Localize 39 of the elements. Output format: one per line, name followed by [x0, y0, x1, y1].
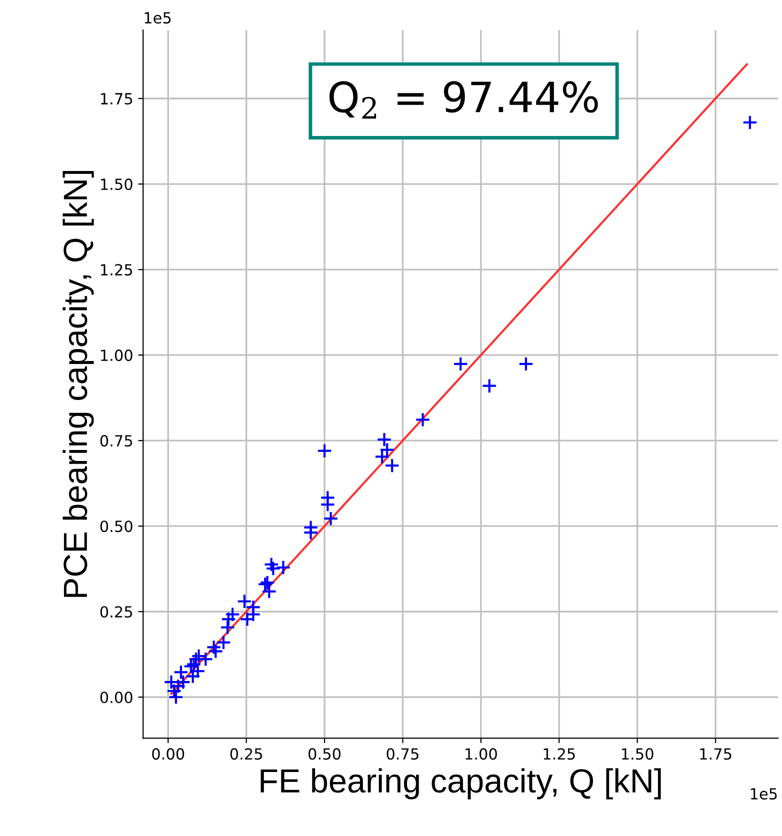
point — [323, 510, 338, 526]
point — [452, 356, 468, 372]
point — [376, 432, 392, 448]
point — [742, 114, 758, 130]
point — [276, 560, 291, 576]
x-tick-label: 1.00 — [466, 748, 497, 760]
y-tick-label: 0.00 — [100, 692, 132, 704]
point — [264, 556, 279, 572]
point — [320, 496, 336, 512]
point — [164, 674, 179, 690]
point — [316, 443, 332, 458]
point — [220, 620, 236, 635]
y-tick-label: 0.25 — [100, 606, 132, 618]
y-tick-label: 1.75 — [101, 93, 132, 105]
text: 1e5 — [144, 12, 171, 24]
x-tick-label: 1.75 — [700, 748, 732, 760]
x-tick-label: 0.00 — [152, 748, 184, 760]
y-tick-label: 0.50 — [100, 520, 132, 532]
text: 1e5 — [750, 788, 777, 800]
y-axis-title: PCE bearing capacity, Q [kN] — [62, 170, 94, 597]
y-tick-label: 1.50 — [101, 178, 132, 190]
x-tick-label: 0.50 — [308, 748, 341, 760]
point — [262, 584, 277, 600]
x-axis-title: FE bearing capacity, Q [kN] — [260, 768, 661, 800]
x-tick-label: 0.25 — [230, 748, 262, 760]
point — [415, 412, 430, 428]
point — [518, 356, 534, 372]
x-tick-label: 0.75 — [386, 748, 418, 760]
point — [384, 458, 400, 474]
x-tick-label: 1.25 — [544, 748, 575, 760]
point — [266, 560, 281, 576]
point — [236, 594, 252, 609]
annotation: Q$_{2}$ = 97.44% — [329, 81, 598, 119]
y-tick-label: 0.75 — [100, 435, 132, 447]
point — [303, 524, 318, 540]
x-tick-label: 1.50 — [622, 748, 654, 760]
y-tick-label: 1.25 — [101, 264, 132, 276]
point — [482, 378, 498, 394]
y-tick-label: 1.00 — [101, 350, 132, 362]
